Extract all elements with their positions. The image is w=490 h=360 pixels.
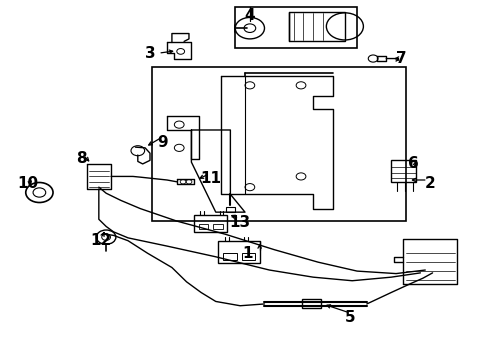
Text: 11: 11 xyxy=(200,171,221,186)
Text: 13: 13 xyxy=(230,215,251,230)
Bar xyxy=(235,7,357,48)
Bar xyxy=(302,298,321,307)
Text: 7: 7 xyxy=(395,51,406,66)
Bar xyxy=(225,207,235,212)
Text: 2: 2 xyxy=(425,176,436,191)
Bar xyxy=(242,253,255,260)
Text: 4: 4 xyxy=(245,8,255,23)
Text: 5: 5 xyxy=(344,310,355,325)
Bar xyxy=(152,67,406,221)
Bar xyxy=(391,160,416,182)
Text: 9: 9 xyxy=(157,135,168,150)
Bar xyxy=(199,224,208,229)
Bar xyxy=(213,224,223,229)
Bar xyxy=(218,242,260,263)
Text: 6: 6 xyxy=(408,157,418,171)
Text: 12: 12 xyxy=(91,233,112,248)
Text: 8: 8 xyxy=(76,151,87,166)
Bar xyxy=(223,253,237,260)
Bar xyxy=(194,215,227,232)
Text: 10: 10 xyxy=(18,176,39,191)
Bar xyxy=(289,12,345,41)
Text: 3: 3 xyxy=(145,46,155,61)
Text: 1: 1 xyxy=(242,246,253,261)
